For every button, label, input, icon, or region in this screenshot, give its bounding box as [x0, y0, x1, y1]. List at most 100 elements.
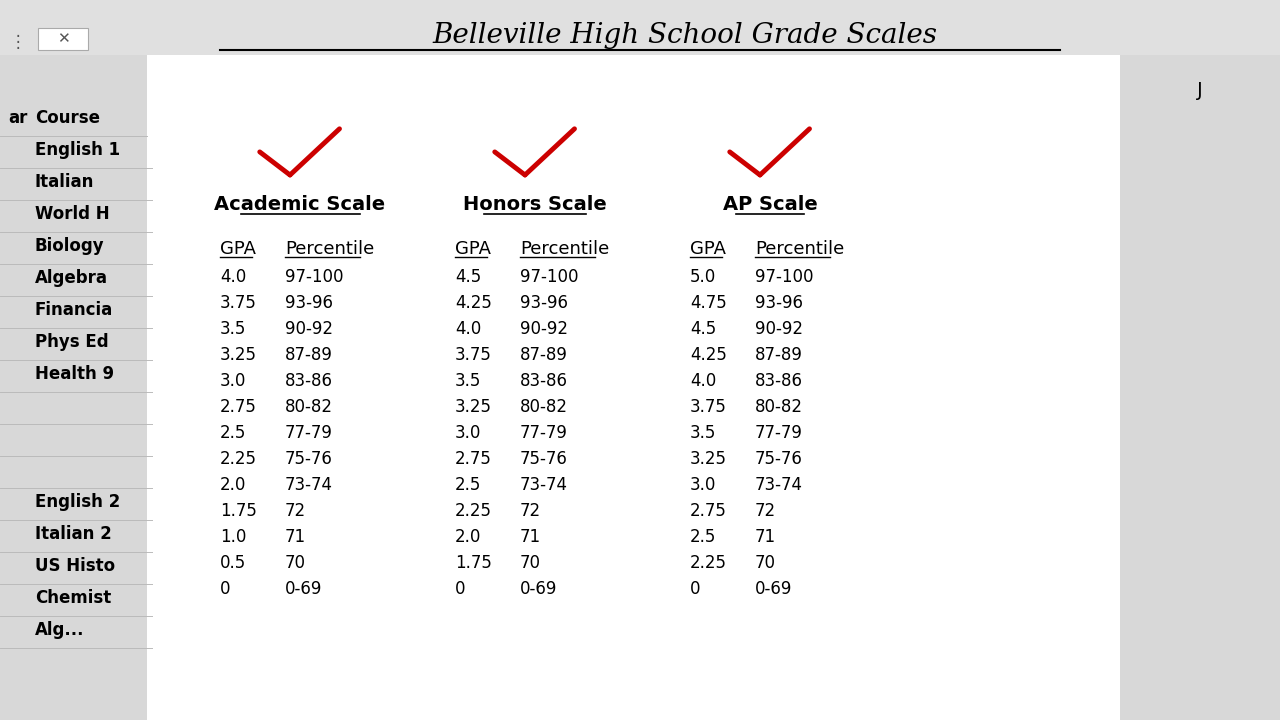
Text: GPA: GPA	[690, 240, 726, 258]
Text: 4.0: 4.0	[454, 320, 481, 338]
Text: GPA: GPA	[454, 240, 492, 258]
Text: Percentile: Percentile	[755, 240, 845, 258]
Text: 93-96: 93-96	[285, 294, 333, 312]
Text: ✕: ✕	[56, 32, 69, 47]
Text: 0: 0	[690, 580, 700, 598]
Text: 80-82: 80-82	[755, 398, 803, 416]
Text: 2.5: 2.5	[220, 424, 246, 442]
Bar	[38, 28, 88, 50]
Text: Honors Scale: Honors Scale	[463, 195, 607, 214]
Bar	[0, 0, 1280, 55]
Text: 75-76: 75-76	[285, 450, 333, 468]
Text: 71: 71	[285, 528, 306, 546]
Text: 4.0: 4.0	[220, 268, 246, 286]
Text: 97-100: 97-100	[520, 268, 579, 286]
Text: 3.5: 3.5	[690, 424, 717, 442]
Text: Italian 2: Italian 2	[35, 525, 111, 543]
Text: 1.0: 1.0	[220, 528, 246, 546]
Text: US Histo: US Histo	[35, 557, 115, 575]
Text: 93-96: 93-96	[520, 294, 568, 312]
Text: 3.25: 3.25	[454, 398, 492, 416]
Text: Algebra: Algebra	[35, 269, 108, 287]
Text: 87-89: 87-89	[520, 346, 568, 364]
Text: 2.75: 2.75	[454, 450, 492, 468]
Text: 83-86: 83-86	[285, 372, 333, 390]
Text: Percentile: Percentile	[285, 240, 374, 258]
Bar	[0, 55, 147, 720]
Text: Phys Ed: Phys Ed	[35, 333, 109, 351]
Text: 2.5: 2.5	[690, 528, 717, 546]
Text: 2.25: 2.25	[690, 554, 727, 572]
Text: Chemist: Chemist	[35, 589, 111, 607]
Text: 3.75: 3.75	[454, 346, 492, 364]
Text: 3.25: 3.25	[690, 450, 727, 468]
Text: 83-86: 83-86	[755, 372, 803, 390]
Text: 0-69: 0-69	[285, 580, 323, 598]
Text: English 2: English 2	[35, 493, 120, 511]
Text: 4.25: 4.25	[690, 346, 727, 364]
Text: ar: ar	[8, 109, 27, 127]
Text: 3.75: 3.75	[220, 294, 257, 312]
Text: 90-92: 90-92	[520, 320, 568, 338]
Text: 97-100: 97-100	[285, 268, 343, 286]
Text: 90-92: 90-92	[285, 320, 333, 338]
Text: 73-74: 73-74	[520, 476, 568, 494]
Text: 83-86: 83-86	[520, 372, 568, 390]
Text: 3.0: 3.0	[690, 476, 717, 494]
Text: World H: World H	[35, 205, 110, 223]
Text: Belleville High School Grade Scales: Belleville High School Grade Scales	[433, 22, 937, 49]
Text: 3.0: 3.0	[220, 372, 246, 390]
Text: 0: 0	[220, 580, 230, 598]
Text: 72: 72	[285, 502, 306, 520]
Text: 3.5: 3.5	[220, 320, 246, 338]
Bar	[0, 55, 157, 80]
Text: 73-74: 73-74	[755, 476, 803, 494]
Text: 3.25: 3.25	[220, 346, 257, 364]
Text: 2.0: 2.0	[220, 476, 246, 494]
Text: 80-82: 80-82	[520, 398, 568, 416]
Bar	[147, 55, 1120, 720]
Text: 2.25: 2.25	[220, 450, 257, 468]
Text: 4.5: 4.5	[454, 268, 481, 286]
Text: Financia: Financia	[35, 301, 113, 319]
Text: 70: 70	[520, 554, 541, 572]
Text: 2.75: 2.75	[220, 398, 257, 416]
Text: 3.75: 3.75	[690, 398, 727, 416]
Text: Health 9: Health 9	[35, 365, 114, 383]
Text: 2.75: 2.75	[690, 502, 727, 520]
Text: 2.5: 2.5	[454, 476, 481, 494]
Text: 2.0: 2.0	[454, 528, 481, 546]
Text: 1.75: 1.75	[454, 554, 492, 572]
Text: English 1: English 1	[35, 141, 120, 159]
Text: 4.25: 4.25	[454, 294, 492, 312]
Text: AP Scale: AP Scale	[723, 195, 818, 214]
Text: ⋮: ⋮	[10, 33, 27, 51]
Text: 75-76: 75-76	[520, 450, 568, 468]
Text: Percentile: Percentile	[520, 240, 609, 258]
Text: 5.0: 5.0	[690, 268, 717, 286]
Text: 71: 71	[755, 528, 776, 546]
Text: 0-69: 0-69	[520, 580, 557, 598]
Text: 1.75: 1.75	[220, 502, 257, 520]
Text: 80-82: 80-82	[285, 398, 333, 416]
Text: Biology: Biology	[35, 237, 105, 255]
Text: 0.5: 0.5	[220, 554, 246, 572]
Bar	[1120, 55, 1280, 720]
Text: 87-89: 87-89	[285, 346, 333, 364]
Text: J: J	[1197, 81, 1203, 99]
Text: 77-79: 77-79	[285, 424, 333, 442]
Text: 3.0: 3.0	[454, 424, 481, 442]
Text: 87-89: 87-89	[755, 346, 803, 364]
Text: 72: 72	[755, 502, 776, 520]
Text: 77-79: 77-79	[755, 424, 803, 442]
Text: Italian: Italian	[35, 173, 95, 191]
Text: Academic Scale: Academic Scale	[215, 195, 385, 214]
Text: 2.25: 2.25	[454, 502, 492, 520]
Text: 93-96: 93-96	[755, 294, 803, 312]
Text: 0: 0	[454, 580, 466, 598]
Text: 77-79: 77-79	[520, 424, 568, 442]
Text: Course: Course	[35, 109, 100, 127]
Text: 90-92: 90-92	[755, 320, 803, 338]
Text: 97-100: 97-100	[755, 268, 814, 286]
Text: Alg...: Alg...	[35, 621, 84, 639]
